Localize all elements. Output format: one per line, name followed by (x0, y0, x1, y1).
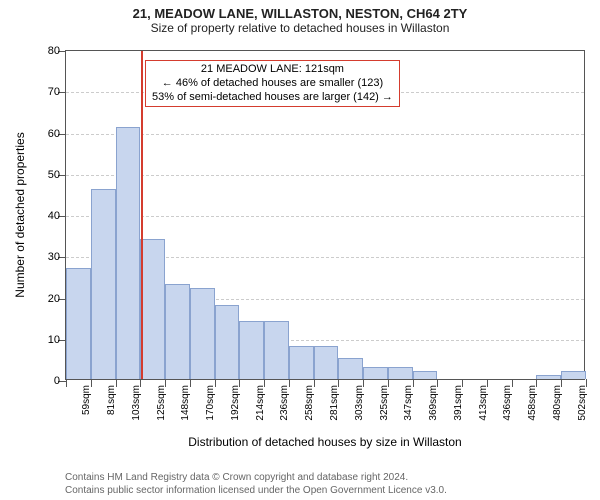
bar (66, 268, 91, 379)
y-tick-label: 0 (54, 375, 66, 387)
x-tick (487, 379, 488, 387)
marker-line (141, 51, 143, 379)
annotation-box: 21 MEADOW LANE: 121sqm← 46% of detached … (145, 60, 400, 107)
gridline (66, 175, 584, 176)
bar (536, 375, 561, 379)
x-tick (586, 379, 587, 387)
x-tick-label: 103sqm (131, 385, 142, 421)
x-tick-label: 369sqm (428, 385, 439, 421)
bar (239, 321, 264, 379)
bar (91, 189, 116, 379)
x-tick (314, 379, 315, 387)
x-tick-label: 458sqm (527, 385, 538, 421)
x-tick (215, 379, 216, 387)
x-tick-label: 347sqm (403, 385, 414, 421)
bar (338, 358, 363, 379)
x-tick-label: 436sqm (502, 385, 513, 421)
x-tick (536, 379, 537, 387)
x-tick-label: 148sqm (180, 385, 191, 421)
x-tick (437, 379, 438, 387)
x-tick (413, 379, 414, 387)
x-tick-label: 502sqm (577, 385, 588, 421)
bar (165, 284, 190, 379)
bar (314, 346, 339, 379)
x-tick (239, 379, 240, 387)
bar (289, 346, 314, 379)
bar (116, 127, 141, 379)
y-tick-label: 70 (48, 86, 66, 98)
bar (413, 371, 438, 379)
bar (140, 239, 165, 379)
annotation-line: ← 46% of detached houses are smaller (12… (152, 77, 393, 91)
x-tick-label: 413sqm (478, 385, 489, 421)
y-tick-label: 40 (48, 210, 66, 222)
y-tick-label: 80 (48, 45, 66, 57)
footer-line-1: Contains HM Land Registry data © Crown c… (65, 472, 447, 485)
gridline (66, 134, 584, 135)
x-tick-label: 125sqm (156, 385, 167, 421)
x-tick-label: 325sqm (379, 385, 390, 421)
x-tick (561, 379, 562, 387)
x-tick-label: 214sqm (255, 385, 266, 421)
x-tick (462, 379, 463, 387)
chart-container: 21, MEADOW LANE, WILLASTON, NESTON, CH64… (0, 0, 600, 500)
x-tick (289, 379, 290, 387)
bar (215, 305, 240, 379)
x-tick-label: 192sqm (230, 385, 241, 421)
y-tick-label: 30 (48, 251, 66, 263)
x-tick (116, 379, 117, 387)
x-tick-label: 236sqm (279, 385, 290, 421)
y-tick-label: 50 (48, 169, 66, 181)
x-tick (512, 379, 513, 387)
x-tick-label: 59sqm (81, 385, 92, 415)
bar (264, 321, 289, 379)
bar (561, 371, 586, 379)
gridline (66, 216, 584, 217)
y-tick-label: 10 (48, 334, 66, 346)
footer-attribution: Contains HM Land Registry data © Crown c… (65, 472, 447, 497)
title-line-1: 21, MEADOW LANE, WILLASTON, NESTON, CH64… (0, 6, 600, 21)
x-axis-label: Distribution of detached houses by size … (188, 435, 461, 449)
x-tick (91, 379, 92, 387)
chart-titles: 21, MEADOW LANE, WILLASTON, NESTON, CH64… (0, 6, 600, 35)
y-tick-label: 20 (48, 293, 66, 305)
x-tick (140, 379, 141, 387)
x-tick-label: 480sqm (552, 385, 563, 421)
x-tick-label: 281sqm (329, 385, 340, 421)
x-tick-label: 303sqm (354, 385, 365, 421)
x-tick-label: 81sqm (106, 385, 117, 415)
x-tick (338, 379, 339, 387)
bar (363, 367, 388, 379)
x-tick-label: 391sqm (453, 385, 464, 421)
x-tick-label: 170sqm (205, 385, 216, 421)
footer-line-2: Contains public sector information licen… (65, 485, 447, 498)
annotation-line: 21 MEADOW LANE: 121sqm (152, 63, 393, 77)
x-tick (190, 379, 191, 387)
x-tick (363, 379, 364, 387)
y-tick-label: 60 (48, 128, 66, 140)
bar (388, 367, 413, 379)
x-tick (66, 379, 67, 387)
x-tick (264, 379, 265, 387)
bar (190, 288, 215, 379)
x-tick (165, 379, 166, 387)
x-tick-label: 258sqm (304, 385, 315, 421)
y-axis-label: Number of detached properties (13, 132, 27, 297)
x-tick (388, 379, 389, 387)
annotation-line: 53% of semi-detached houses are larger (… (152, 91, 393, 105)
title-line-2: Size of property relative to detached ho… (0, 21, 600, 35)
